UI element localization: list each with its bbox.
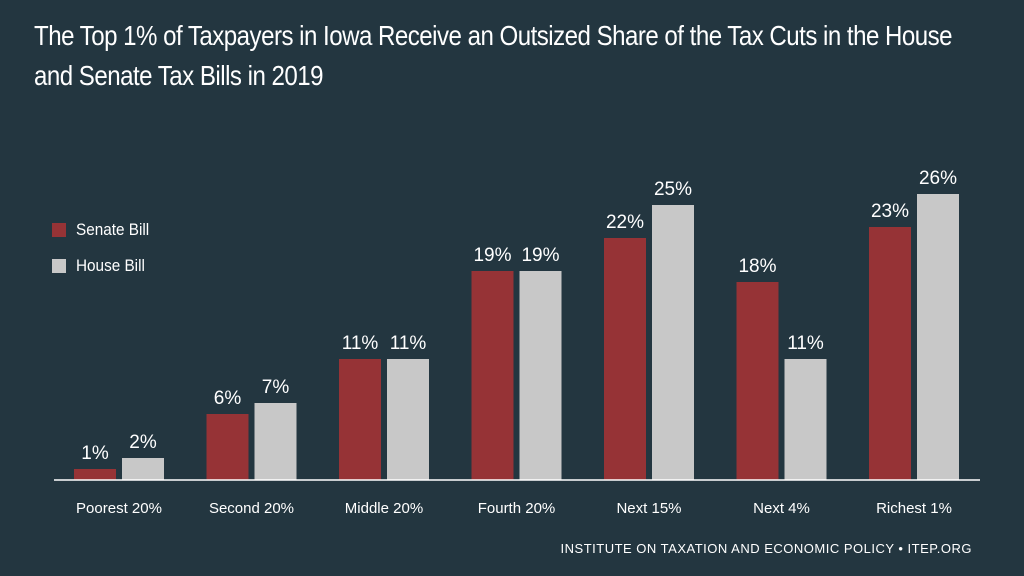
bar-house-5 xyxy=(784,359,827,480)
data-label-house-3: 19% xyxy=(521,245,559,266)
data-label-senate-3: 19% xyxy=(473,245,511,266)
category-label-5: Next 4% xyxy=(753,500,810,517)
bar-senate-3 xyxy=(471,271,514,480)
bar-house-3 xyxy=(519,271,562,480)
category-label-3: Fourth 20% xyxy=(478,500,556,517)
data-label-house-6: 26% xyxy=(919,168,957,189)
legend-swatch-senate xyxy=(52,223,66,237)
data-label-senate-0: 1% xyxy=(81,443,109,464)
bar-senate-1 xyxy=(206,414,249,480)
legend-label-senate: Senate Bill xyxy=(76,220,150,239)
bar-senate-5 xyxy=(736,282,779,480)
bar-house-6 xyxy=(917,194,959,480)
data-label-house-4: 25% xyxy=(654,179,692,200)
legend-item-house: House Bill xyxy=(52,248,157,284)
bar-house-4 xyxy=(652,205,694,480)
category-label-1: Second 20% xyxy=(209,500,294,517)
category-label-6: Richest 1% xyxy=(876,500,952,517)
data-label-house-5: 11% xyxy=(787,333,824,354)
chart-title: The Top 1% of Taxpayers in Iowa Receive … xyxy=(34,20,953,91)
bar-house-1 xyxy=(254,403,297,480)
legend-swatch-house xyxy=(52,259,66,273)
data-label-house-0: 2% xyxy=(129,432,157,453)
source-footer: INSTITUTE ON TAXATION AND ECONOMIC POLIC… xyxy=(560,541,972,556)
data-label-senate-5: 18% xyxy=(738,256,776,277)
data-label-house-1: 7% xyxy=(262,377,290,398)
category-label-4: Next 15% xyxy=(616,500,681,517)
legend: Senate Bill House Bill xyxy=(52,212,157,284)
bar-house-2 xyxy=(387,359,429,480)
category-label-0: Poorest 20% xyxy=(76,500,162,517)
legend-item-senate: Senate Bill xyxy=(52,212,157,248)
data-label-senate-1: 6% xyxy=(214,388,242,409)
bar-senate-0 xyxy=(74,469,116,480)
bar-senate-4 xyxy=(604,238,646,480)
data-label-senate-6: 23% xyxy=(871,201,909,222)
data-label-senate-2: 11% xyxy=(342,333,379,354)
bar-house-0 xyxy=(122,458,164,480)
category-label-2: Middle 20% xyxy=(345,500,423,517)
bar-senate-2 xyxy=(339,359,381,480)
legend-label-house: House Bill xyxy=(76,256,145,275)
data-label-house-2: 11% xyxy=(390,333,427,354)
data-label-senate-4: 22% xyxy=(606,212,644,233)
bar-senate-6 xyxy=(869,227,911,480)
